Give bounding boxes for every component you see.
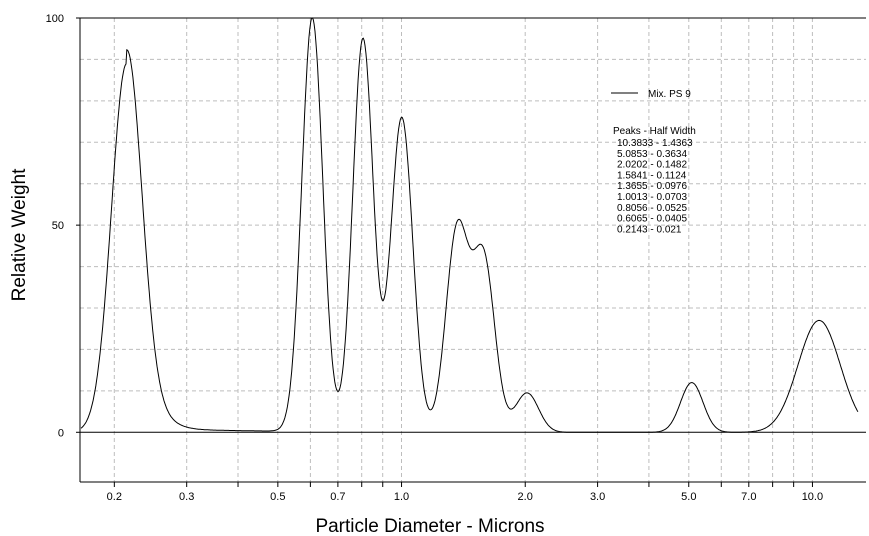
y-tick-label: 0 bbox=[58, 427, 64, 439]
axes bbox=[76, 17, 866, 487]
peaks-annotation-row: 0.2143 - 0.021 bbox=[617, 224, 682, 235]
peaks-annotation-row: 1.3655 - 0.0976 bbox=[617, 181, 687, 192]
y-axis-title: Relative Weight bbox=[9, 168, 30, 301]
x-tick-label: 5.0 bbox=[681, 491, 696, 503]
peaks-annotation-header: Peaks - Half Width bbox=[613, 126, 696, 137]
series-layer bbox=[80, 17, 859, 433]
peaks-annotation-row: 2.0202 - 0.1482 bbox=[617, 160, 687, 171]
peaks-annotation-row: 1.5841 - 0.1124 bbox=[617, 170, 687, 181]
x-tick-label: 10.0 bbox=[802, 491, 823, 503]
legend: Mix. PS 9 bbox=[611, 89, 691, 100]
y-tick-label: 50 bbox=[52, 220, 64, 232]
peaks-annotation-row: 0.8056 - 0.0525 bbox=[617, 203, 687, 214]
x-axis-title: Particle Diameter - Microns bbox=[315, 516, 544, 536]
peaks-annotation: Peaks - Half Width 10.3833 - 1.43635.085… bbox=[613, 126, 696, 235]
x-tick-label: 0.3 bbox=[179, 491, 194, 503]
grid-lines bbox=[80, 18, 866, 482]
x-tick-label: 0.5 bbox=[270, 491, 285, 503]
series-line-mix-ps-9 bbox=[80, 17, 859, 433]
peaks-annotation-row: 1.0013 - 0.0703 bbox=[617, 192, 687, 203]
x-tick-label: 3.0 bbox=[590, 491, 605, 503]
legend-entry-label: Mix. PS 9 bbox=[648, 89, 691, 100]
peaks-annotation-row: 5.0853 - 0.3634 bbox=[617, 149, 687, 160]
x-tick-label: 0.7 bbox=[330, 491, 345, 503]
y-tick-label: 100 bbox=[46, 13, 64, 25]
x-tick-label: 1.0 bbox=[394, 491, 409, 503]
x-tick-label: 2.0 bbox=[518, 491, 533, 503]
tick-labels: 0.2 0.3 0.5 0.7 1.0 2.0 3.0 5.0 7.0 10.0 0 50 100 bbox=[46, 13, 823, 503]
peaks-annotation-row: 0.6065 - 0.0405 bbox=[617, 214, 687, 225]
x-tick-label: 7.0 bbox=[741, 491, 756, 503]
peaks-annotation-row: 10.3833 - 1.4363 bbox=[617, 138, 693, 149]
x-tick-label: 0.2 bbox=[107, 491, 122, 503]
